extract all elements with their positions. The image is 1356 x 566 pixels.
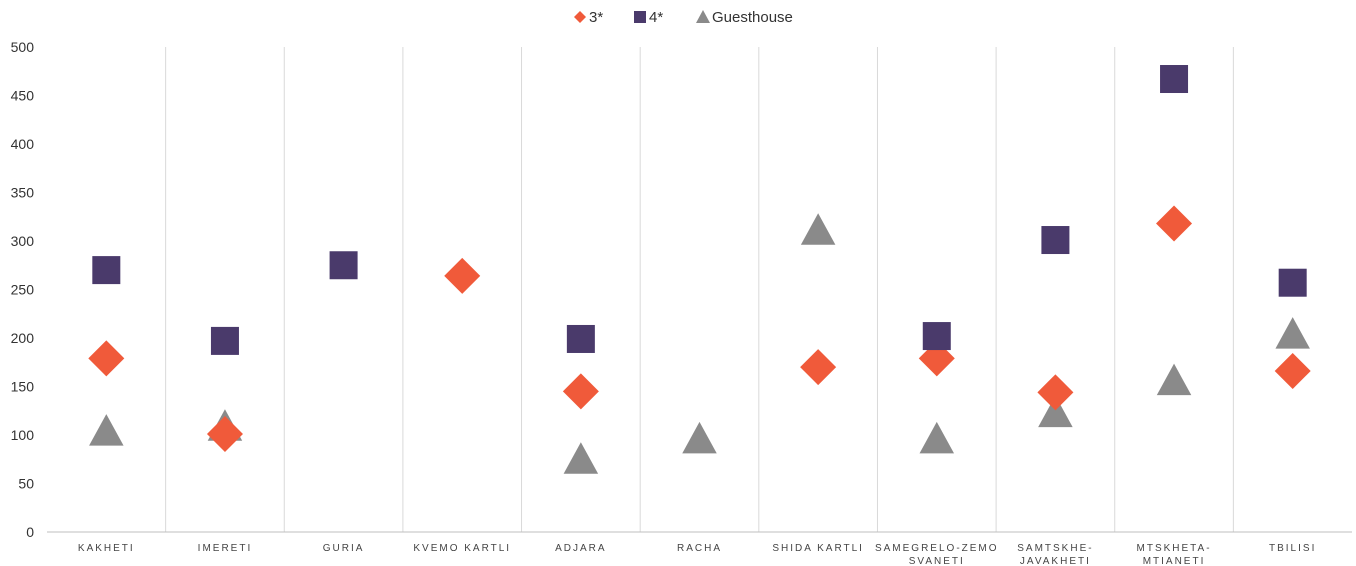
legend-label: 4* [649, 9, 663, 26]
data-point-square [922, 322, 951, 351]
y-tick-label: 100 [11, 427, 35, 443]
data-point-square [1160, 65, 1189, 94]
x-category-label: TBILISI [1269, 543, 1316, 554]
data-point-diamond [1037, 374, 1074, 411]
data-point-triangle [563, 442, 599, 474]
data-point-diamond [1274, 352, 1311, 389]
legend-marker-diamond [574, 11, 586, 23]
x-category-label: SAMEGRELO-ZEMO [875, 543, 999, 554]
legend-marker-triangle [696, 10, 710, 23]
y-tick-label: 450 [11, 88, 35, 104]
data-point-triangle [1275, 317, 1310, 349]
data-point-triangle [800, 213, 836, 245]
data-point-square [566, 324, 595, 353]
y-tick-label: 250 [11, 282, 35, 298]
y-tick-label: 50 [18, 476, 34, 492]
legend-label: Guesthouse [712, 9, 793, 26]
data-point-square [92, 256, 121, 285]
data-point-triangle [682, 421, 717, 454]
data-point-triangle [1038, 395, 1073, 428]
data-point-diamond [206, 416, 243, 453]
x-category-label: JAVAKHETI [1020, 556, 1091, 566]
x-category-label: KAKHETI [78, 543, 135, 554]
y-tick-label: 400 [11, 136, 35, 152]
x-category-label: SAMTSKHE- [1017, 543, 1093, 554]
data-point-diamond [562, 373, 599, 410]
y-tick-label: 500 [11, 39, 35, 55]
x-category-label: RACHA [677, 543, 722, 554]
y-tick-label: 150 [11, 379, 35, 395]
data-point-square [210, 326, 239, 355]
legend-label: 3* [589, 9, 603, 26]
y-tick-label: 350 [11, 185, 35, 201]
data-point-diamond [800, 349, 837, 386]
data-point-diamond [444, 257, 481, 294]
x-category-label: SHIDA KARTLI [772, 543, 864, 554]
data-point-triangle [89, 414, 124, 446]
data-point-square [1041, 226, 1070, 255]
data-point-triangle [1156, 363, 1192, 396]
data-point-square [329, 251, 358, 280]
data-point-triangle [919, 421, 955, 454]
data-point-diamond [1156, 205, 1193, 242]
x-category-label: MTSKHETA- [1137, 543, 1212, 554]
data-point-diamond [88, 340, 125, 377]
x-category-label: IMERETI [198, 543, 253, 554]
x-category-label: MTIANETI [1143, 556, 1206, 566]
x-category-label: KVEMO KARTLI [413, 543, 511, 554]
legend-marker-square [634, 11, 646, 23]
x-category-label: SVANETI [909, 556, 965, 566]
x-category-label: GURIA [323, 543, 365, 554]
y-tick-label: 300 [11, 233, 35, 249]
y-tick-label: 0 [26, 524, 34, 540]
data-point-square [1278, 268, 1307, 297]
y-tick-label: 200 [11, 330, 35, 346]
x-category-label: ADJARA [555, 543, 606, 554]
